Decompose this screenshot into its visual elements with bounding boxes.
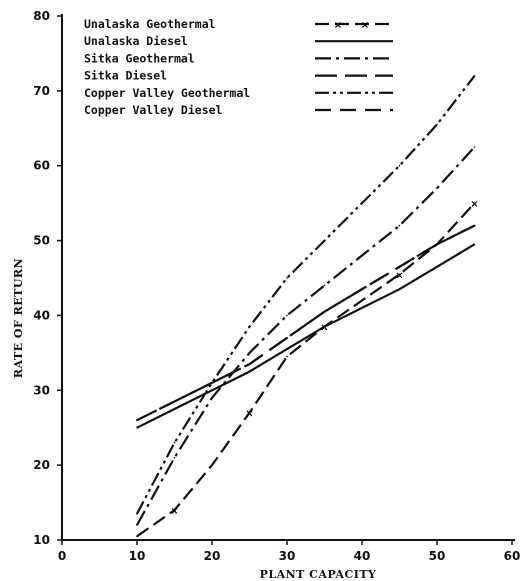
data-point	[436, 123, 438, 126]
y-tick-label: 50	[33, 234, 50, 248]
y-tick-label: 10	[33, 533, 50, 547]
series-layer: × × × × ×	[136, 75, 479, 538]
data-point	[248, 411, 251, 414]
data-point	[136, 524, 138, 526]
x-tick-label: 30	[279, 549, 296, 563]
data-point	[173, 441, 176, 444]
data-point	[286, 348, 288, 350]
data-point	[173, 400, 176, 403]
series-marker: ×	[245, 409, 253, 420]
data-point	[286, 277, 288, 279]
data-point	[248, 325, 251, 328]
x-tick-label: 40	[354, 549, 371, 563]
data-point	[473, 146, 476, 148]
legend-label: Unalaska Geothermal	[84, 17, 216, 31]
data-point	[398, 288, 401, 291]
legend-label: Sitka Geothermal	[84, 51, 195, 65]
data-point	[398, 265, 401, 268]
data-point	[136, 513, 138, 515]
data-point	[323, 325, 326, 328]
data-point	[136, 535, 138, 538]
data-point	[323, 239, 326, 242]
data-point	[436, 187, 438, 189]
x-axis-title: PLANT CAPACITY	[260, 568, 377, 581]
data-point	[211, 382, 213, 384]
series-line-0	[136, 202, 476, 538]
legend-label: Copper Valley Diesel	[84, 103, 223, 117]
series-line-1	[136, 243, 476, 429]
x-ticks: 0 10 20 30 40 50 60	[58, 540, 521, 563]
legend-label: Unalaska Diesel	[84, 34, 188, 48]
x-tick-label: 0	[58, 549, 66, 563]
legend-marker: ×	[361, 20, 369, 31]
data-point	[473, 202, 476, 204]
data-point	[361, 254, 363, 257]
series-marker: ×	[170, 506, 178, 517]
y-axis-title: RATE OF RETURN	[12, 258, 25, 378]
series-marker: ×	[320, 323, 328, 334]
data-point	[286, 314, 288, 317]
data-point	[436, 265, 438, 268]
data-point	[398, 224, 401, 227]
data-point	[361, 288, 363, 291]
data-point	[248, 363, 251, 365]
data-point	[248, 352, 251, 354]
series-line-2	[136, 146, 476, 526]
data-point	[473, 243, 476, 246]
legend-marker: ×	[334, 20, 342, 31]
legend-label: Copper Valley Geothermal	[84, 86, 250, 100]
y-tick-label: 30	[33, 383, 50, 397]
data-point	[248, 370, 251, 373]
legend: Unalaska Geothermal × × Unalaska Diesel Sitk…	[84, 17, 393, 117]
data-point	[173, 509, 176, 511]
data-point	[323, 310, 326, 313]
data-point	[173, 456, 176, 459]
legend-label: Sitka Diesel	[84, 69, 167, 83]
data-point	[398, 273, 401, 276]
series-line-4	[136, 75, 476, 515]
x-tick-label: 20	[204, 549, 221, 563]
series-marker: ×	[470, 199, 478, 210]
data-point	[473, 75, 476, 77]
x-tick-label: 10	[129, 549, 146, 563]
data-point	[211, 389, 213, 392]
y-tick-label: 20	[33, 458, 50, 472]
data-point	[136, 419, 138, 422]
x-tick-label: 60	[504, 549, 521, 563]
data-point	[136, 426, 138, 429]
data-point	[323, 284, 326, 287]
data-point	[211, 464, 213, 466]
series-line-5	[136, 224, 475, 422]
data-point	[286, 337, 288, 339]
y-tick-label: 70	[33, 84, 50, 98]
y-ticks: 10 20 30 40 50 60 70 80	[33, 9, 62, 547]
data-point	[436, 243, 438, 246]
data-point	[211, 396, 213, 399]
data-point	[361, 299, 363, 302]
data-point	[286, 355, 288, 358]
data-point	[361, 307, 363, 309]
data-point	[361, 202, 363, 204]
y-tick-label: 80	[33, 9, 50, 23]
series-marker: ×	[395, 270, 403, 281]
y-tick-label: 60	[33, 159, 50, 173]
data-point	[173, 408, 176, 410]
data-point	[473, 224, 476, 227]
y-tick-label: 40	[33, 308, 50, 322]
data-point	[398, 164, 401, 167]
x-tick-label: 50	[429, 549, 446, 563]
